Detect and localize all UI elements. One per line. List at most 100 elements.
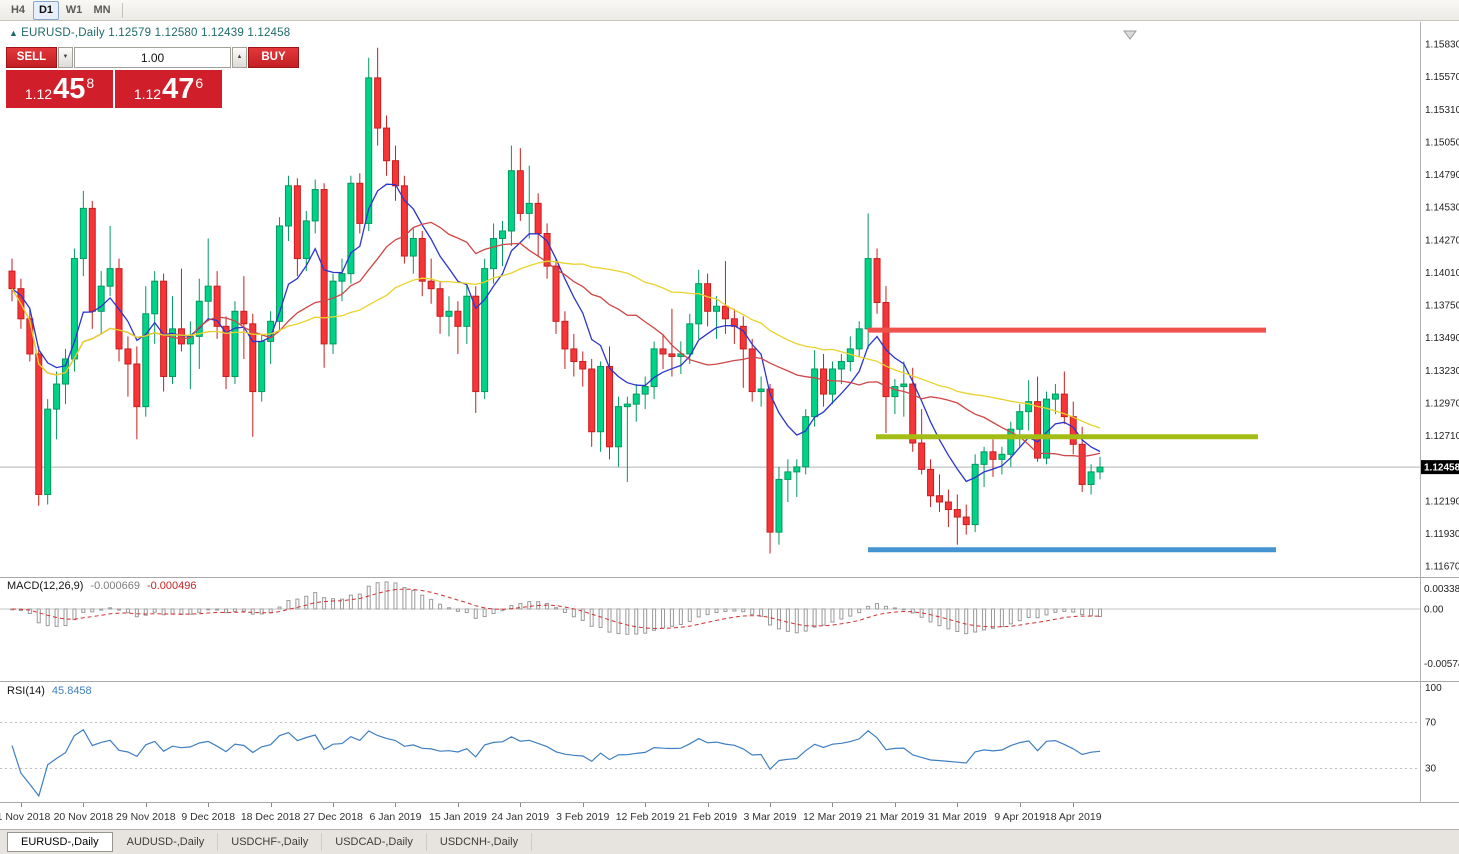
macd-histogram-bar bbox=[643, 608, 648, 634]
bear-candle bbox=[26, 318, 34, 355]
bear-candle bbox=[570, 348, 578, 362]
macd-histogram-bar bbox=[527, 601, 532, 610]
chart-canvas[interactable]: 1.15830 1.15570 1.15310 1.15050 1.14790 1.145… bbox=[0, 22, 1459, 803]
timeframe-mn-button[interactable]: MN bbox=[93, 3, 111, 16]
macd-histogram-bar bbox=[1026, 608, 1031, 618]
tab-usdchf-daily[interactable]: USDCHF-,Daily bbox=[218, 833, 323, 851]
macd-histogram-bar bbox=[411, 590, 416, 610]
bear-candle bbox=[293, 185, 301, 260]
price-axis-label: 1.14010 bbox=[1425, 268, 1459, 279]
macd-histogram-bar bbox=[1008, 608, 1013, 625]
macd-histogram-bar bbox=[785, 608, 790, 632]
tab-usdcnh-daily[interactable]: USDCNH-,Daily bbox=[427, 833, 533, 851]
macd-histogram-bar bbox=[1044, 608, 1049, 616]
buy-price-prefix: 1.12 bbox=[133, 85, 162, 102]
macd-histogram-bar bbox=[999, 608, 1004, 628]
timeframe-d1-button[interactable]: D1 bbox=[33, 0, 59, 20]
macd-histogram-bar bbox=[384, 581, 389, 610]
macd-histogram-bar bbox=[830, 608, 835, 623]
date-axis-label: 9 Dec 2018 bbox=[181, 811, 236, 823]
volume-decrease-button[interactable]: ▼ bbox=[58, 47, 73, 68]
bear-candle bbox=[721, 305, 729, 320]
bull-candle bbox=[864, 258, 872, 330]
timeframe-w1-button[interactable]: W1 bbox=[65, 3, 83, 16]
time-axis-tick bbox=[83, 803, 85, 807]
sell-button[interactable]: SELL bbox=[6, 47, 57, 68]
tab-eurusd-daily[interactable]: EURUSD-,Daily bbox=[7, 832, 113, 852]
bear-candle bbox=[391, 160, 399, 187]
bull-candle bbox=[267, 320, 275, 342]
macd-histogram-bar bbox=[259, 608, 264, 615]
bear-candle bbox=[400, 185, 408, 257]
macd-histogram-bar bbox=[776, 608, 781, 630]
volume-increase-button[interactable]: ▲ bbox=[232, 47, 247, 68]
macd-histogram-bar bbox=[339, 598, 344, 610]
bear-candle bbox=[1078, 443, 1086, 485]
macd-histogram-bar bbox=[634, 608, 639, 635]
bear-candle bbox=[579, 360, 587, 370]
macd-histogram-bar bbox=[152, 608, 157, 613]
bull-candle bbox=[784, 471, 792, 480]
buy-price-display[interactable]: 1.12 47 6 bbox=[115, 70, 222, 108]
bull-candle bbox=[481, 268, 489, 393]
bull-candle bbox=[44, 408, 52, 495]
sell-price-big: 45 bbox=[53, 72, 86, 105]
bull-candle bbox=[70, 258, 78, 360]
macd-histogram-bar bbox=[357, 593, 362, 610]
date-axis-label: 9 Apr 2019 bbox=[994, 811, 1046, 823]
time-axis-tick bbox=[20, 803, 22, 807]
macd-histogram-bar bbox=[286, 599, 291, 610]
chart-ohlc-values: 1.12579 1.12580 1.12439 1.12458 bbox=[108, 27, 291, 39]
price-axis-label: 1.12970 bbox=[1425, 398, 1459, 409]
volume-input[interactable] bbox=[74, 47, 231, 68]
bull-candle bbox=[837, 360, 845, 370]
bull-candle bbox=[284, 185, 292, 227]
bear-candle bbox=[944, 501, 952, 511]
time-axis-tick bbox=[457, 803, 459, 807]
macd-histogram-bar bbox=[562, 608, 567, 613]
chart-shift-icon[interactable] bbox=[1123, 30, 1137, 40]
bear-candle bbox=[659, 348, 667, 355]
tab-audusd-daily[interactable]: AUDUSD-,Daily bbox=[114, 833, 219, 851]
price-axis-label: 1.11930 bbox=[1425, 529, 1459, 540]
bear-candle bbox=[436, 288, 444, 317]
bear-candle bbox=[418, 237, 426, 282]
time-axis-tick bbox=[770, 803, 772, 807]
ma-line-40[interactable] bbox=[11, 260, 1101, 429]
bear-candle bbox=[516, 170, 524, 214]
bear-candle bbox=[1060, 393, 1068, 418]
collapse-arrow-icon[interactable]: ▲ bbox=[9, 28, 19, 38]
sell-price-display[interactable]: 1.12 45 8 bbox=[6, 70, 113, 108]
bull-candle bbox=[276, 225, 284, 322]
macd-histogram-bar bbox=[197, 608, 202, 613]
bull-candle bbox=[53, 383, 61, 410]
macd-histogram-bar bbox=[1089, 608, 1094, 617]
time-axis-tick bbox=[582, 803, 584, 807]
bull-candle bbox=[1007, 428, 1015, 455]
macd-histogram-bar bbox=[393, 582, 398, 610]
macd-histogram-bar bbox=[892, 607, 897, 610]
macd-histogram-bar bbox=[937, 608, 942, 627]
timeframe-h4-button[interactable]: H4 bbox=[10, 3, 26, 16]
bear-candle bbox=[739, 325, 747, 350]
tab-usdcad-daily[interactable]: USDCAD-,Daily bbox=[322, 833, 427, 851]
rsi-axis-label: 30 bbox=[1425, 764, 1437, 775]
bear-candle bbox=[124, 348, 132, 365]
buy-button[interactable]: BUY bbox=[248, 47, 299, 68]
macd-histogram-bar bbox=[348, 594, 353, 610]
bear-candle bbox=[374, 77, 382, 129]
macd-histogram-bar bbox=[90, 608, 95, 613]
macd-histogram-bar bbox=[910, 608, 915, 614]
bull-candle bbox=[498, 230, 506, 239]
bull-candle bbox=[1096, 466, 1104, 473]
bear-candle bbox=[222, 325, 230, 378]
date-axis-label: 18 Dec 2018 bbox=[240, 811, 301, 823]
bear-candle bbox=[561, 320, 569, 350]
bear-candle bbox=[668, 353, 676, 357]
bull-candle bbox=[258, 340, 266, 393]
bull-candle bbox=[329, 280, 337, 345]
date-axis-label: 11 Nov 2018 bbox=[0, 811, 51, 823]
macd-histogram-bar bbox=[821, 608, 826, 626]
macd-histogram-bar bbox=[964, 608, 969, 635]
